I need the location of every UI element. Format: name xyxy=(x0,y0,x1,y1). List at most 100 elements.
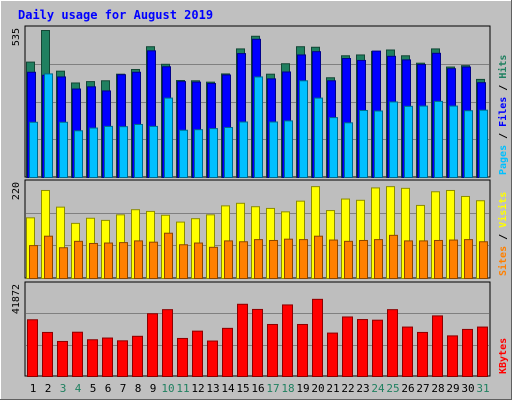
day-label-17: 17 xyxy=(266,382,279,395)
bar-sites-day-13 xyxy=(209,246,218,280)
bar-sites-day-3 xyxy=(59,247,68,279)
bar-sites-day-15 xyxy=(239,241,248,279)
bar-kbytes-day-29 xyxy=(447,335,458,377)
day-label-28: 28 xyxy=(431,382,444,395)
max-value-label-kbytes: 41872 xyxy=(11,284,22,314)
legend-visits: Sites / Visits xyxy=(497,192,509,276)
bar-pages-day-29 xyxy=(449,105,458,178)
bar-pages-day-30 xyxy=(464,110,473,178)
bar-kbytes-day-8 xyxy=(132,335,143,377)
day-label-8: 8 xyxy=(135,382,142,395)
day-label-31: 31 xyxy=(476,382,489,395)
day-labels: 1 2 3 4 5 6 7 8 9 10 11 12 13 14 15 16 17 18 19 20 21 22 23 24 2… xyxy=(30,382,490,395)
bar-kbytes-day-14 xyxy=(222,327,233,378)
bar-kbytes-day-7 xyxy=(117,340,128,377)
bar-sites-day-2 xyxy=(44,235,53,279)
day-label-1: 1 xyxy=(30,382,37,395)
panel-usage: 535 Pages / Files / Hits xyxy=(11,25,509,179)
day-label-5: 5 xyxy=(90,382,97,395)
day-label-22: 22 xyxy=(341,382,354,395)
bar-pages-day-16 xyxy=(254,76,263,178)
legend-kbytes: KBytes xyxy=(498,338,509,374)
max-value-label-usage: 535 xyxy=(11,28,22,46)
day-label-12: 12 xyxy=(191,382,204,395)
bar-pages-day-26 xyxy=(404,105,413,178)
bar-kbytes-day-24 xyxy=(372,319,383,377)
legend-entry-files: Files xyxy=(497,97,509,127)
bar-pages-day-27 xyxy=(419,105,428,178)
bar-sites-day-19 xyxy=(299,239,308,279)
bar-sites-day-20 xyxy=(314,235,323,279)
bar-pages-day-31 xyxy=(479,109,488,178)
day-label-10: 10 xyxy=(161,382,174,395)
bar-pages-day-11 xyxy=(179,129,188,178)
day-label-23: 23 xyxy=(356,382,369,395)
bar-pages-day-24 xyxy=(374,110,383,178)
bar-sites-day-7 xyxy=(119,242,128,279)
bar-pages-day-18 xyxy=(284,120,293,178)
bar-pages-day-22 xyxy=(344,122,353,178)
bar-kbytes-day-27 xyxy=(417,331,428,377)
bar-pages-day-5 xyxy=(89,127,98,178)
bar-sites-day-9 xyxy=(149,241,158,280)
day-label-16: 16 xyxy=(251,382,264,395)
bar-sites-day-27 xyxy=(419,240,428,279)
bar-sites-day-12 xyxy=(194,242,203,279)
legend-entry-sites: Sites xyxy=(497,246,509,276)
legend-entry-hits: Hits xyxy=(497,55,509,79)
bar-pages-day-21 xyxy=(329,117,338,179)
bar-pages-day-1 xyxy=(29,121,38,179)
bar-pages-day-23 xyxy=(359,109,368,178)
bar-pages-day-20 xyxy=(314,97,323,178)
bar-kbytes-day-3 xyxy=(57,340,68,378)
bar-kbytes-day-17 xyxy=(267,323,278,378)
day-label-29: 29 xyxy=(446,382,459,395)
legend-separator: / xyxy=(498,79,509,97)
bar-sites-day-11 xyxy=(179,244,188,279)
bar-kbytes-day-23 xyxy=(357,319,368,378)
legend-entry-pages: Pages xyxy=(498,145,509,175)
bar-sites-day-28 xyxy=(434,239,443,280)
day-label-20: 20 xyxy=(311,382,324,395)
bar-kbytes-day-21 xyxy=(327,332,338,378)
bar-pages-day-4 xyxy=(74,130,83,178)
panel-visits: 220 Sites / Visits xyxy=(11,179,509,280)
bar-sites-day-14 xyxy=(224,240,233,279)
bar-kbytes-day-11 xyxy=(177,337,188,377)
bar-pages-day-13 xyxy=(209,128,218,178)
chart-title: Daily usage for August 2019 xyxy=(18,8,213,22)
bar-pages-day-17 xyxy=(269,121,278,179)
bar-kbytes-day-31 xyxy=(477,326,488,378)
day-label-2: 2 xyxy=(45,382,52,395)
bar-kbytes-day-9 xyxy=(147,313,158,378)
bar-pages-day-28 xyxy=(434,100,443,178)
day-label-19: 19 xyxy=(296,382,309,395)
day-label-18: 18 xyxy=(281,382,294,395)
day-label-7: 7 xyxy=(120,382,127,395)
bar-sites-day-26 xyxy=(404,240,413,279)
day-label-9: 9 xyxy=(150,382,157,395)
day-label-25: 25 xyxy=(386,382,399,395)
bar-kbytes-day-5 xyxy=(87,339,98,377)
bar-pages-day-14 xyxy=(224,126,233,178)
bar-kbytes-day-25 xyxy=(387,309,398,377)
bar-sites-day-17 xyxy=(269,239,278,280)
bar-kbytes-day-16 xyxy=(252,308,263,377)
bar-pages-day-25 xyxy=(389,101,398,178)
bar-sites-day-4 xyxy=(74,240,83,279)
bar-pages-day-10 xyxy=(164,97,173,178)
bar-pages-day-15 xyxy=(239,121,248,179)
bar-kbytes-day-4 xyxy=(72,331,83,377)
bar-sites-day-24 xyxy=(374,239,383,279)
bar-pages-day-8 xyxy=(134,123,143,178)
bar-sites-day-16 xyxy=(254,239,263,279)
panel-kbytes: 41872 KBytes xyxy=(11,281,509,378)
bar-kbytes-day-10 xyxy=(162,309,173,377)
legend-usage: Pages / Files / Hits xyxy=(497,55,509,175)
bar-sites-day-23 xyxy=(359,239,368,280)
bar-kbytes-day-20 xyxy=(312,298,323,378)
bar-sites-day-1 xyxy=(29,245,38,280)
bar-kbytes-day-13 xyxy=(207,340,218,377)
bar-kbytes-day-12 xyxy=(192,330,203,377)
bar-pages-day-6 xyxy=(104,125,113,178)
